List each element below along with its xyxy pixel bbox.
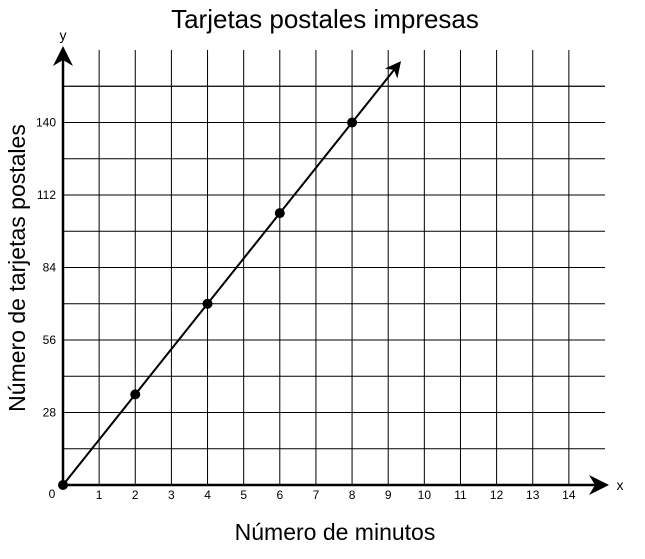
x-tick-labels: 1 2 3 4 5 6 7 8 9 10 11 12 13 14 <box>96 488 576 502</box>
y-axis-label: Número de tarjetas postales <box>4 124 30 412</box>
x-tick-label: 6 <box>276 488 283 502</box>
data-point <box>130 389 141 400</box>
grid <box>63 50 605 485</box>
x-tick-label: 11 <box>454 488 467 502</box>
chart-title: Tarjetas postales impresas <box>171 4 479 34</box>
x-axis-label: Número de minutos <box>235 519 436 545</box>
x-tick-label: 7 <box>313 488 320 502</box>
y-tick-label: 28 <box>43 406 57 420</box>
y-tick-labels: 28 56 84 112 140 <box>36 116 56 420</box>
x-tick-label: 5 <box>240 488 247 502</box>
x-tick-label: 14 <box>562 488 576 502</box>
y-tick-label: 84 <box>43 261 57 275</box>
x-tick-label: 8 <box>349 488 356 502</box>
data-point <box>347 117 358 128</box>
axes <box>53 46 609 495</box>
data-point <box>202 298 213 309</box>
data-point <box>58 480 68 490</box>
x-tick-label: 10 <box>418 488 432 502</box>
y-axis-letter: y <box>60 27 67 43</box>
x-tick-label: 13 <box>526 488 540 502</box>
y-tick-label: 56 <box>43 333 57 347</box>
x-tick-label: 2 <box>132 488 139 502</box>
x-tick-label: 3 <box>168 488 175 502</box>
x-tick-label: 12 <box>490 488 504 502</box>
x-tick-label: 4 <box>204 488 211 502</box>
y-tick-label: 140 <box>36 116 56 130</box>
x-tick-label: 1 <box>96 488 103 502</box>
origin-label: 0 <box>49 487 56 501</box>
series-line <box>62 61 402 486</box>
series <box>58 61 402 490</box>
x-axis-letter: x <box>617 477 624 493</box>
y-tick-label: 112 <box>37 188 56 202</box>
data-point <box>274 208 285 219</box>
x-tick-label: 9 <box>385 488 392 502</box>
